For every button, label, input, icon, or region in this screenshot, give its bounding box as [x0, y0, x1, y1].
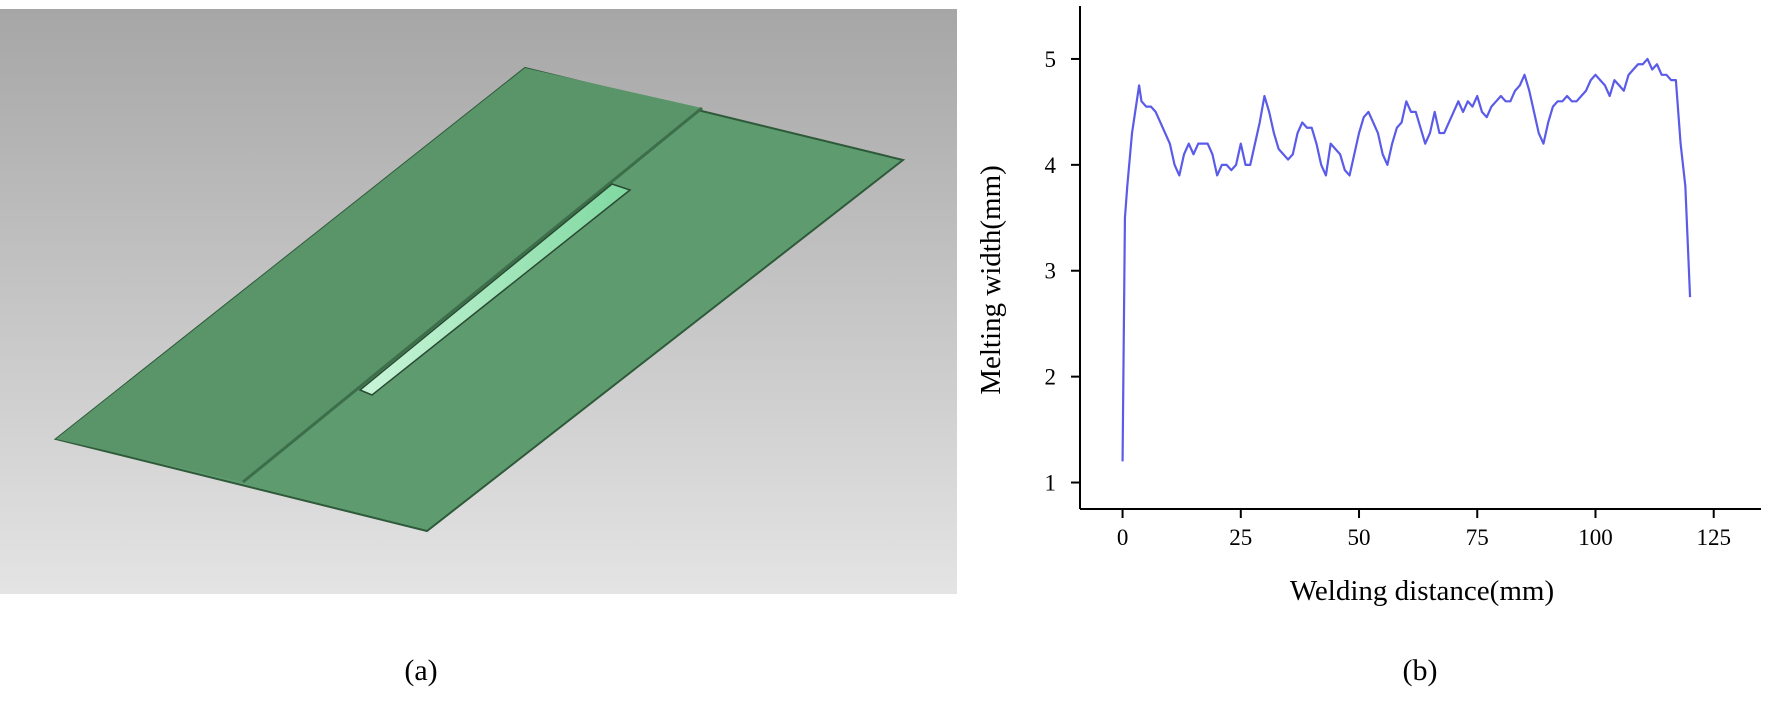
- x-tick-label: 25: [1229, 525, 1252, 550]
- y-tick-label: 2: [1045, 365, 1057, 390]
- y-axis-label: Melting width(mm): [975, 165, 1007, 395]
- seam: [242, 106, 703, 484]
- panel-label: (b): [1403, 654, 1438, 687]
- chart: (b) Welding distance(mm) Melting width(m…: [975, 6, 1761, 687]
- x-tick-label: 50: [1348, 525, 1371, 550]
- y-tick-label: 5: [1045, 47, 1057, 72]
- x-tick-label: 100: [1578, 525, 1613, 550]
- weld-bead: [358, 183, 632, 396]
- panel-label: (a): [404, 654, 437, 687]
- image-panel: (a): [0, 9, 957, 687]
- y-tick-label: 1: [1045, 471, 1057, 496]
- data-line: [1121, 57, 1692, 462]
- x-tick-label: 0: [1117, 525, 1129, 550]
- y-tick-label: 3: [1045, 259, 1057, 284]
- plate-left: [56, 68, 702, 482]
- y-tick-label: 4: [1045, 153, 1057, 178]
- x-tick-label: 75: [1466, 525, 1489, 550]
- x-tick-label: 125: [1696, 525, 1731, 550]
- x-axis-label: Welding distance(mm): [1290, 575, 1554, 607]
